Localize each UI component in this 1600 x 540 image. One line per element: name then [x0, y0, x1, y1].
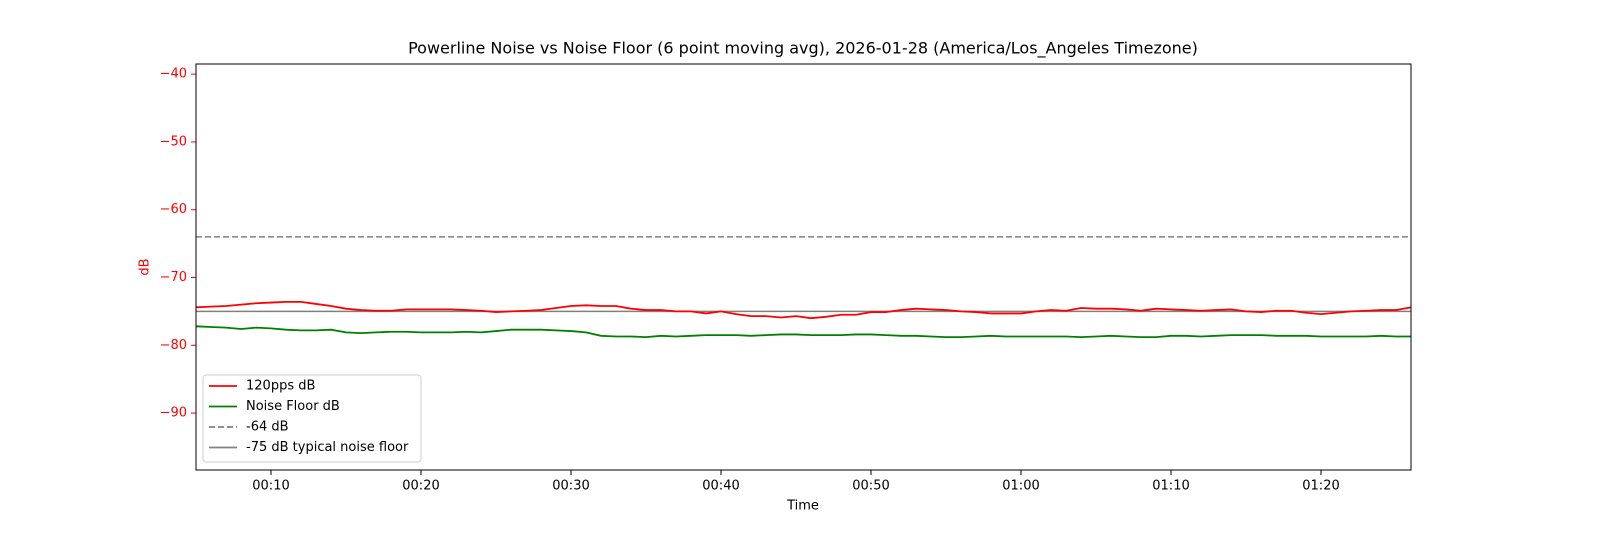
y-tick-label: −50 — [160, 134, 187, 149]
x-tick-label: 01:10 — [1152, 479, 1189, 494]
data-line — [195, 325, 1411, 339]
x-tick-label: 00:50 — [852, 479, 889, 494]
x-axis-label: Time — [786, 499, 819, 514]
legend-label: -75 dB typical noise floor — [246, 440, 409, 455]
x-tick-label: 00:30 — [552, 479, 589, 494]
x-tick-label: 01:20 — [1302, 479, 1339, 494]
x-tick-label: 00:40 — [702, 479, 739, 494]
plot-frame — [195, 63, 1412, 471]
y-tick-label: −60 — [160, 202, 187, 217]
chart-title: Powerline Noise vs Noise Floor (6 point … — [408, 39, 1198, 59]
y-tick-label: −80 — [160, 338, 187, 353]
y-tick-label: −70 — [160, 270, 187, 285]
legend-box — [202, 374, 422, 463]
legend-label: 120pps dB — [246, 379, 315, 394]
y-axis-label: dB — [138, 258, 153, 275]
y-tick-label: −40 — [160, 67, 187, 82]
x-tick-label: 00:20 — [402, 479, 439, 494]
x-tick-label: 01:00 — [1002, 479, 1039, 494]
legend-label: -64 dB — [246, 420, 289, 435]
y-tick-label: −90 — [160, 406, 187, 421]
data-line — [195, 301, 1412, 320]
legend-label: Noise Floor dB — [246, 399, 340, 414]
x-tick-label: 00:10 — [252, 479, 289, 494]
